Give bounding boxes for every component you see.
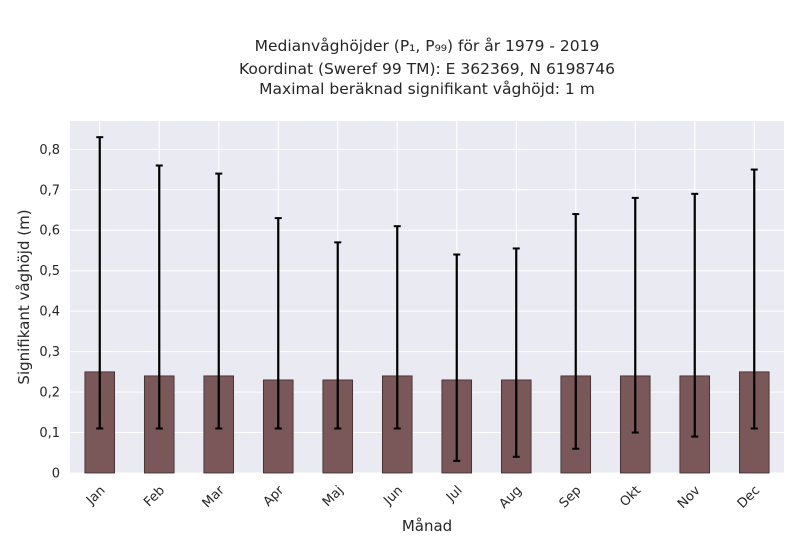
- plot-area: [70, 121, 784, 473]
- y-tick-label: 0,4: [39, 305, 60, 320]
- y-tick-label: 0,6: [39, 224, 60, 239]
- x-tick-label: Okt: [617, 483, 644, 510]
- y-tick-label: 0,1: [39, 426, 60, 441]
- y-tick-label: 0,3: [39, 345, 60, 360]
- chart-title-line-2: Koordinat (Sweref 99 TM): E 362369, N 61…: [239, 60, 615, 78]
- x-axis-label: Månad: [402, 517, 452, 535]
- chart-title: Medianvåghöjder (P₁, P₉₉) för år 1979 - …: [239, 37, 615, 98]
- y-axis-ticks: 0 0,1 0,2 0,3 0,4 0,5 0,6 0,7 0,8: [39, 143, 60, 482]
- x-tick-label: Mar: [200, 483, 228, 511]
- x-axis-ticks: Jan Feb Mar Apr Maj Jun Jul Aug Sep Okt Nov Dec: [83, 483, 763, 512]
- x-tick-label: Sep: [557, 483, 585, 511]
- x-tick-label: Aug: [497, 483, 526, 512]
- y-tick-label: 0,7: [39, 183, 60, 198]
- error-bars: [96, 136, 758, 462]
- x-tick-label: Jun: [380, 483, 406, 509]
- x-tick-label: Feb: [141, 483, 168, 510]
- y-tick-label: 0,2: [39, 386, 60, 401]
- x-tick-label: Jan: [83, 483, 108, 508]
- y-tick-label: 0,5: [39, 264, 60, 279]
- x-tick-label: Nov: [675, 483, 704, 512]
- x-tick-label: Maj: [320, 483, 347, 510]
- x-tick-label: Dec: [735, 483, 763, 511]
- x-tick-label: Jul: [443, 483, 465, 505]
- y-tick-label: 0: [52, 467, 60, 482]
- y-tick-label: 0,8: [39, 143, 60, 158]
- chart-title-line-3: Maximal beräknad signifikant våghöjd: 1 …: [259, 80, 595, 98]
- x-tick-label: Apr: [261, 483, 288, 510]
- y-axis-label: Signifikant våghöjd (m): [15, 209, 33, 384]
- chart-title-line-1: Medianvåghöjder (P₁, P₉₉) för år 1979 - …: [255, 37, 600, 55]
